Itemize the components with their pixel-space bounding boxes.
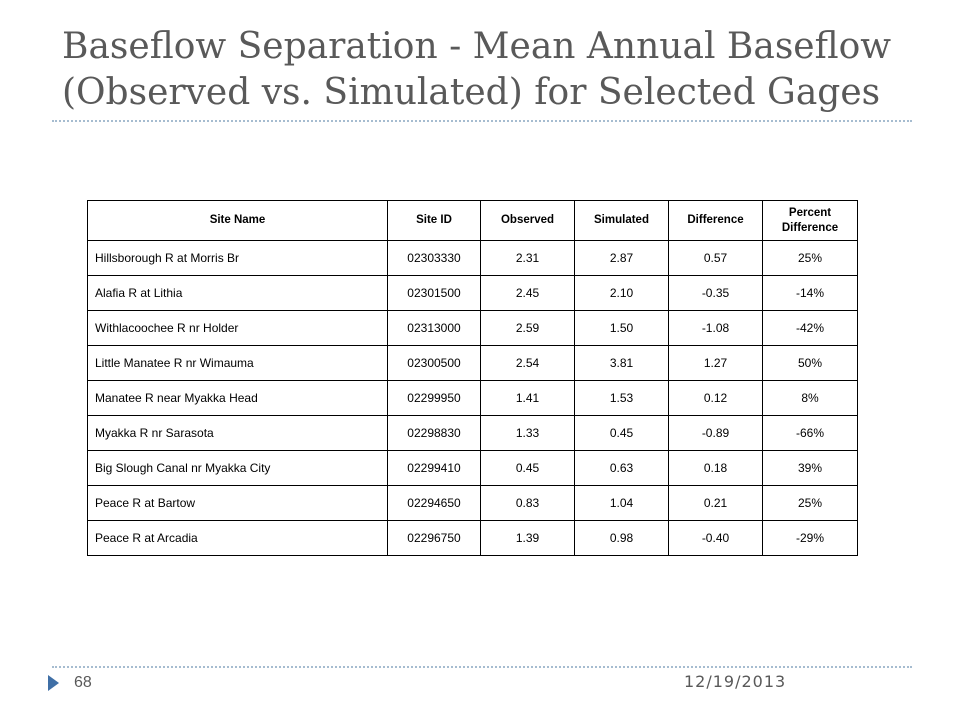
- cell-site-name: Alafia R at Lithia: [87, 275, 388, 311]
- cell-site-id: 02299950: [387, 380, 481, 416]
- cell-observed: 1.39: [480, 520, 575, 556]
- cell-observed: 2.31: [480, 240, 575, 276]
- cell-site-id: 02298830: [387, 415, 481, 451]
- cell-difference: 1.27: [668, 345, 763, 381]
- cell-percent-difference: -29%: [762, 520, 858, 556]
- cell-site-id: 02303330: [387, 240, 481, 276]
- cell-site-name: Peace R at Arcadia: [87, 520, 388, 556]
- cell-site-id: 02294650: [387, 485, 481, 521]
- table-row: Peace R at Bartow 02294650 0.83 1.04 0.21 25%: [87, 485, 858, 521]
- cell-site-name: Withlacoochee R nr Holder: [87, 310, 388, 346]
- cell-site-id: 02301500: [387, 275, 481, 311]
- cell-difference: 0.21: [668, 485, 763, 521]
- cell-observed: 1.41: [480, 380, 575, 416]
- cell-simulated: 0.45: [574, 415, 669, 451]
- cell-difference: 0.12: [668, 380, 763, 416]
- triangle-bullet-icon: [48, 675, 59, 691]
- cell-percent-difference: 25%: [762, 240, 858, 276]
- table-row: Big Slough Canal nr Myakka City 02299410 0…: [87, 450, 858, 486]
- cell-site-name: Big Slough Canal nr Myakka City: [87, 450, 388, 486]
- cell-observed: 0.83: [480, 485, 575, 521]
- cell-site-id: 02299410: [387, 450, 481, 486]
- table-row: Little Manatee R nr Wimauma 02300500 2.54 3…: [87, 345, 858, 381]
- cell-site-id: 02300500: [387, 345, 481, 381]
- table-row: Alafia R at Lithia 02301500 2.45 2.10 -0.35-…: [87, 275, 858, 311]
- table-row: Myakka R nr Sarasota 02298830 1.33 0.45 -0.8…: [87, 415, 858, 451]
- header-percent-difference: Percent Difference: [762, 200, 858, 241]
- cell-percent-difference: 50%: [762, 345, 858, 381]
- cell-difference: -0.40: [668, 520, 763, 556]
- cell-site-id: 02313000: [387, 310, 481, 346]
- header-site-id: Site ID: [387, 200, 481, 241]
- cell-simulated: 2.87: [574, 240, 669, 276]
- cell-simulated: 1.53: [574, 380, 669, 416]
- slide-title-line-1: Baseflow Separation - Mean Annual Basefl…: [62, 26, 892, 67]
- cell-percent-difference: 39%: [762, 450, 858, 486]
- footer-divider: [52, 666, 912, 668]
- cell-percent-difference: 25%: [762, 485, 858, 521]
- cell-observed: 1.33: [480, 415, 575, 451]
- header-observed: Observed: [480, 200, 575, 241]
- table-row: Withlacoochee R nr Holder 02313000 2.59 1.5…: [87, 310, 858, 346]
- cell-site-name: Myakka R nr Sarasota: [87, 415, 388, 451]
- cell-simulated: 3.81: [574, 345, 669, 381]
- cell-percent-difference: -14%: [762, 275, 858, 311]
- cell-site-name: Hillsborough R at Morris Br: [87, 240, 388, 276]
- cell-site-name: Little Manatee R nr Wimauma: [87, 345, 388, 381]
- cell-simulated: 1.04: [574, 485, 669, 521]
- header-site-name: Site Name: [87, 200, 388, 241]
- cell-observed: 0.45: [480, 450, 575, 486]
- header-difference: Difference: [668, 200, 763, 241]
- cell-percent-difference: -66%: [762, 415, 858, 451]
- table-row: Hillsborough R at Morris Br 02303330 2.31 2…: [87, 240, 858, 276]
- page-number: 68: [74, 674, 92, 691]
- title-divider: [52, 120, 912, 122]
- cell-observed: 2.59: [480, 310, 575, 346]
- slide-title: Baseflow Separation - Mean Annual Basefl…: [62, 24, 942, 116]
- cell-observed: 2.54: [480, 345, 575, 381]
- slide-date: 12/19/2013: [684, 672, 787, 691]
- cell-observed: 2.45: [480, 275, 575, 311]
- slide-title-line-2: (Observed vs. Simulated) for Selected Ga…: [62, 72, 881, 113]
- cell-percent-difference: 8%: [762, 380, 858, 416]
- cell-simulated: 0.63: [574, 450, 669, 486]
- header-simulated: Simulated: [574, 200, 669, 241]
- cell-site-name: Peace R at Bartow: [87, 485, 388, 521]
- cell-difference: -1.08: [668, 310, 763, 346]
- cell-difference: 0.57: [668, 240, 763, 276]
- cell-site-id: 02296750: [387, 520, 481, 556]
- cell-simulated: 2.10: [574, 275, 669, 311]
- cell-simulated: 1.50: [574, 310, 669, 346]
- cell-difference: -0.89: [668, 415, 763, 451]
- cell-difference: 0.18: [668, 450, 763, 486]
- table-header-row: Site Name Site ID Observed Simulated Dif…: [87, 200, 858, 241]
- cell-simulated: 0.98: [574, 520, 669, 556]
- cell-difference: -0.35: [668, 275, 763, 311]
- baseflow-table: Site Name Site ID Observed Simulated Dif…: [87, 200, 858, 556]
- table-row: Peace R at Arcadia 02296750 1.39 0.98 -0.40-…: [87, 520, 858, 556]
- cell-site-name: Manatee R near Myakka Head: [87, 380, 388, 416]
- table-row: Manatee R near Myakka Head 02299950 1.41 1.…: [87, 380, 858, 416]
- cell-percent-difference: -42%: [762, 310, 858, 346]
